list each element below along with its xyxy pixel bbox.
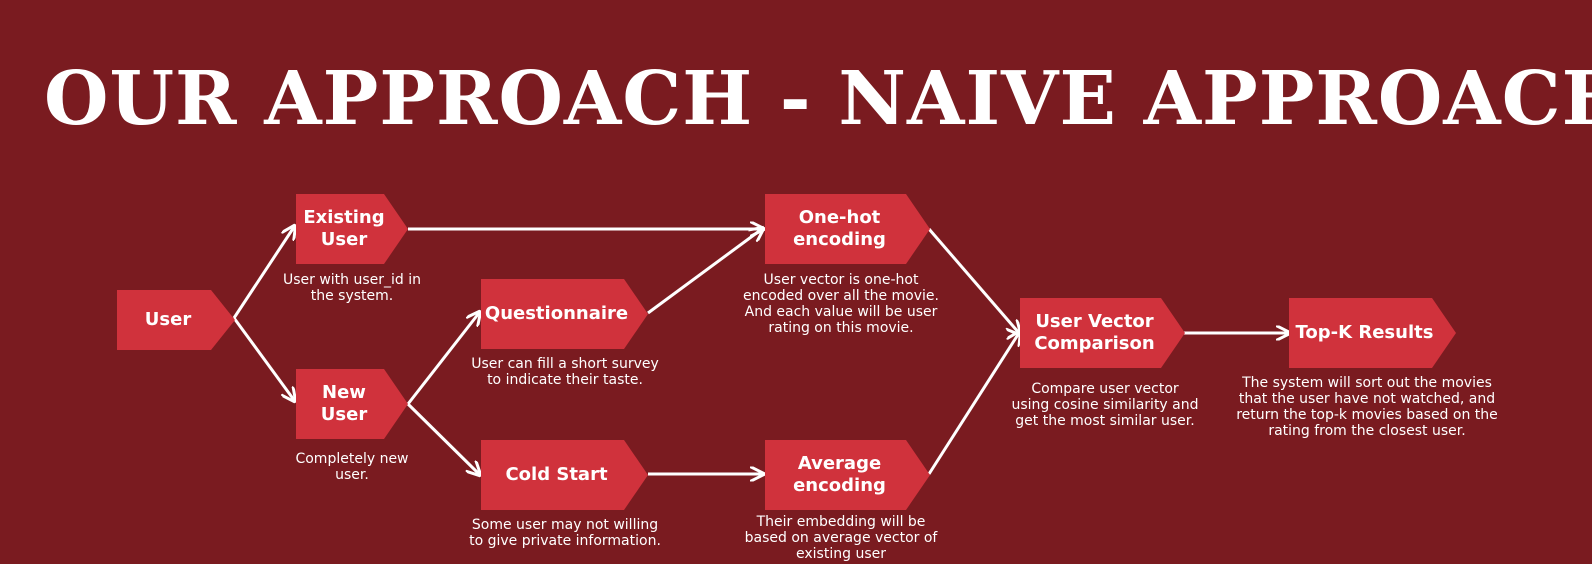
- node-existing-user-label: Existing User: [303, 207, 385, 250]
- caption-comparison: Compare user vector using cosine similar…: [1011, 381, 1199, 429]
- arrow-user-to-new: [232, 317, 294, 400]
- caption-average: Their embedding will be based on average…: [744, 514, 938, 562]
- node-new-user-label: New User: [320, 382, 368, 425]
- node-topk: Top-K Results: [1289, 298, 1456, 368]
- node-user: User: [117, 290, 235, 350]
- node-one-hot: One-hot encoding: [765, 194, 930, 264]
- node-cold-start-label: Cold Start: [505, 464, 608, 485]
- node-comparison: User Vector Comparison: [1020, 298, 1185, 368]
- node-cold-start: Cold Start: [481, 440, 648, 510]
- arrow-onehot-to-comparison: [927, 228, 1019, 333]
- node-existing-user: Existing User: [296, 194, 408, 264]
- arrow-user-to-existing: [232, 227, 294, 319]
- caption-new-user: Completely new user.: [295, 451, 409, 483]
- node-average: Average encoding: [765, 440, 930, 510]
- caption-cold-start: Some user may not willing to give privat…: [469, 517, 661, 549]
- node-topk-label: Top-K Results: [1295, 322, 1434, 343]
- node-user-label: User: [144, 309, 192, 330]
- node-one-hot-label: One-hot encoding: [793, 207, 886, 250]
- node-comparison-label: User Vector Comparison: [1034, 311, 1155, 354]
- arrow-questionnaire-to-onehot: [647, 229, 762, 315]
- node-questionnaire-label: Questionnaire: [484, 303, 629, 324]
- node-questionnaire: Questionnaire: [481, 279, 648, 349]
- page-title: OUR APPROACH - NAIVE APPROACH: [44, 56, 1592, 142]
- arrow-average-to-comparison: [927, 333, 1019, 475]
- caption-topk: The system will sort out the movies that…: [1236, 375, 1498, 439]
- caption-existing-user: User with user_id in the system.: [282, 272, 422, 304]
- node-new-user: New User: [296, 369, 408, 439]
- node-average-label: Average encoding: [793, 453, 886, 496]
- caption-questionnaire: User can fill a short survey to indicate…: [471, 356, 659, 388]
- arrow-new-to-questionnaire: [406, 313, 479, 405]
- arrow-new-to-coldstart: [406, 402, 479, 474]
- caption-one-hot: User vector is one-hot encoded over all …: [743, 272, 939, 336]
